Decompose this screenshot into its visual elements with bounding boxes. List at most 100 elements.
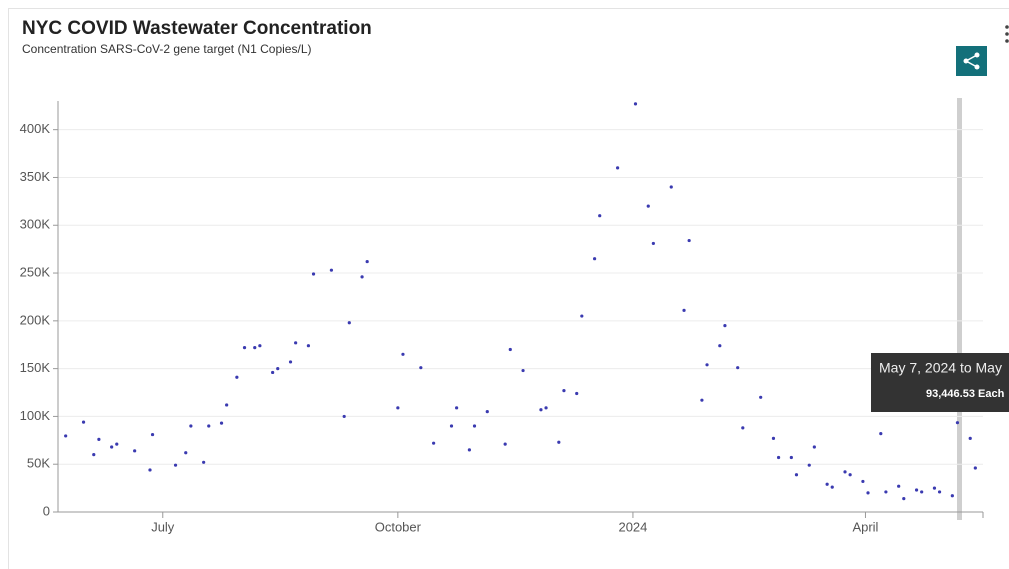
- y-tick-label: 350K: [20, 169, 51, 184]
- point: [794, 473, 799, 477]
- point: [242, 346, 247, 350]
- point: [455, 406, 459, 410]
- y-tick-label: 250K: [20, 264, 51, 279]
- point: [271, 370, 275, 375]
- point: [687, 238, 691, 243]
- point: [347, 321, 351, 325]
- point: [288, 360, 293, 364]
- point: [651, 241, 655, 246]
- point: [202, 460, 206, 464]
- point: [342, 414, 346, 419]
- point: [736, 366, 740, 370]
- point: [884, 490, 888, 494]
- point: [789, 455, 793, 460]
- point: [646, 204, 650, 208]
- point: [110, 445, 114, 449]
- point: [902, 497, 906, 501]
- point: [718, 344, 722, 348]
- y-tick-label: 400K: [20, 121, 51, 136]
- point: [598, 214, 602, 218]
- point: [848, 473, 852, 477]
- card: [8, 8, 1009, 569]
- chart-subtitle: Concentration SARS-CoV-2 gene target (N1…: [22, 42, 311, 56]
- point: [184, 451, 188, 455]
- point: [150, 432, 155, 437]
- point: [97, 437, 101, 441]
- point: [92, 453, 96, 457]
- point: [173, 463, 178, 467]
- point: [830, 485, 834, 489]
- point: [81, 420, 86, 424]
- point: [562, 389, 566, 393]
- point: [329, 268, 334, 272]
- point: [633, 102, 638, 106]
- point: [503, 442, 507, 446]
- x-tick-label: July: [151, 519, 175, 534]
- point: [897, 484, 901, 488]
- point: [950, 494, 954, 498]
- point: [133, 449, 137, 453]
- menu-button[interactable]: [1005, 25, 1009, 43]
- point: [235, 375, 239, 379]
- point: [449, 424, 454, 428]
- point: [258, 344, 262, 348]
- point: [682, 308, 686, 312]
- point: [115, 442, 119, 446]
- tooltip-title: May 7, 2024 to May: [879, 360, 1002, 376]
- y-tick-label: 50K: [27, 456, 50, 471]
- point: [825, 482, 829, 486]
- y-tick-label: 300K: [20, 217, 51, 232]
- y-tick-label: 150K: [20, 360, 51, 375]
- point: [914, 488, 919, 492]
- point: [472, 424, 477, 428]
- page: {"chart_data": {"type": "scatter", "titl…: [8, 8, 1009, 569]
- point: [294, 341, 298, 345]
- point: [812, 445, 816, 449]
- chart-title: NYC COVID Wastewater Concentration: [22, 18, 372, 39]
- point: [365, 259, 369, 264]
- y-tick-label: 0: [43, 503, 50, 518]
- point: [396, 406, 400, 410]
- tooltip: May 7, 2024 to May 93,446.53 Each: [871, 353, 1009, 412]
- point: [508, 347, 512, 352]
- point: [615, 166, 620, 170]
- point: [544, 406, 548, 410]
- point: [669, 185, 673, 189]
- menu-dot: [1005, 39, 1009, 43]
- point: [807, 463, 811, 467]
- point: [932, 486, 937, 490]
- y-tick-label: 200K: [20, 312, 51, 327]
- point: [485, 410, 489, 414]
- point: [207, 424, 211, 428]
- point: [189, 424, 193, 428]
- point: [276, 367, 280, 371]
- point: [311, 272, 316, 276]
- hover-band: [957, 98, 962, 520]
- point: [432, 441, 436, 445]
- menu-dot: [1005, 32, 1009, 36]
- share-button-bg[interactable]: [956, 46, 987, 76]
- point: [219, 421, 224, 425]
- point: [776, 455, 781, 460]
- point: [955, 421, 960, 425]
- point: [968, 436, 972, 441]
- point: [705, 363, 709, 367]
- point: [557, 440, 561, 444]
- point: [467, 448, 471, 452]
- point: [879, 432, 883, 436]
- point: [539, 408, 543, 412]
- point: [771, 436, 776, 441]
- point: [419, 366, 423, 370]
- share-button[interactable]: [956, 46, 987, 76]
- point: [580, 314, 584, 318]
- point: [401, 352, 405, 356]
- point: [700, 398, 704, 402]
- point: [64, 434, 68, 438]
- point: [937, 490, 942, 494]
- tooltip-bg: [871, 353, 1009, 412]
- point: [920, 490, 924, 494]
- x-tick-label: April: [852, 519, 878, 534]
- point: [861, 479, 865, 484]
- point: [521, 368, 525, 373]
- point: [866, 491, 870, 495]
